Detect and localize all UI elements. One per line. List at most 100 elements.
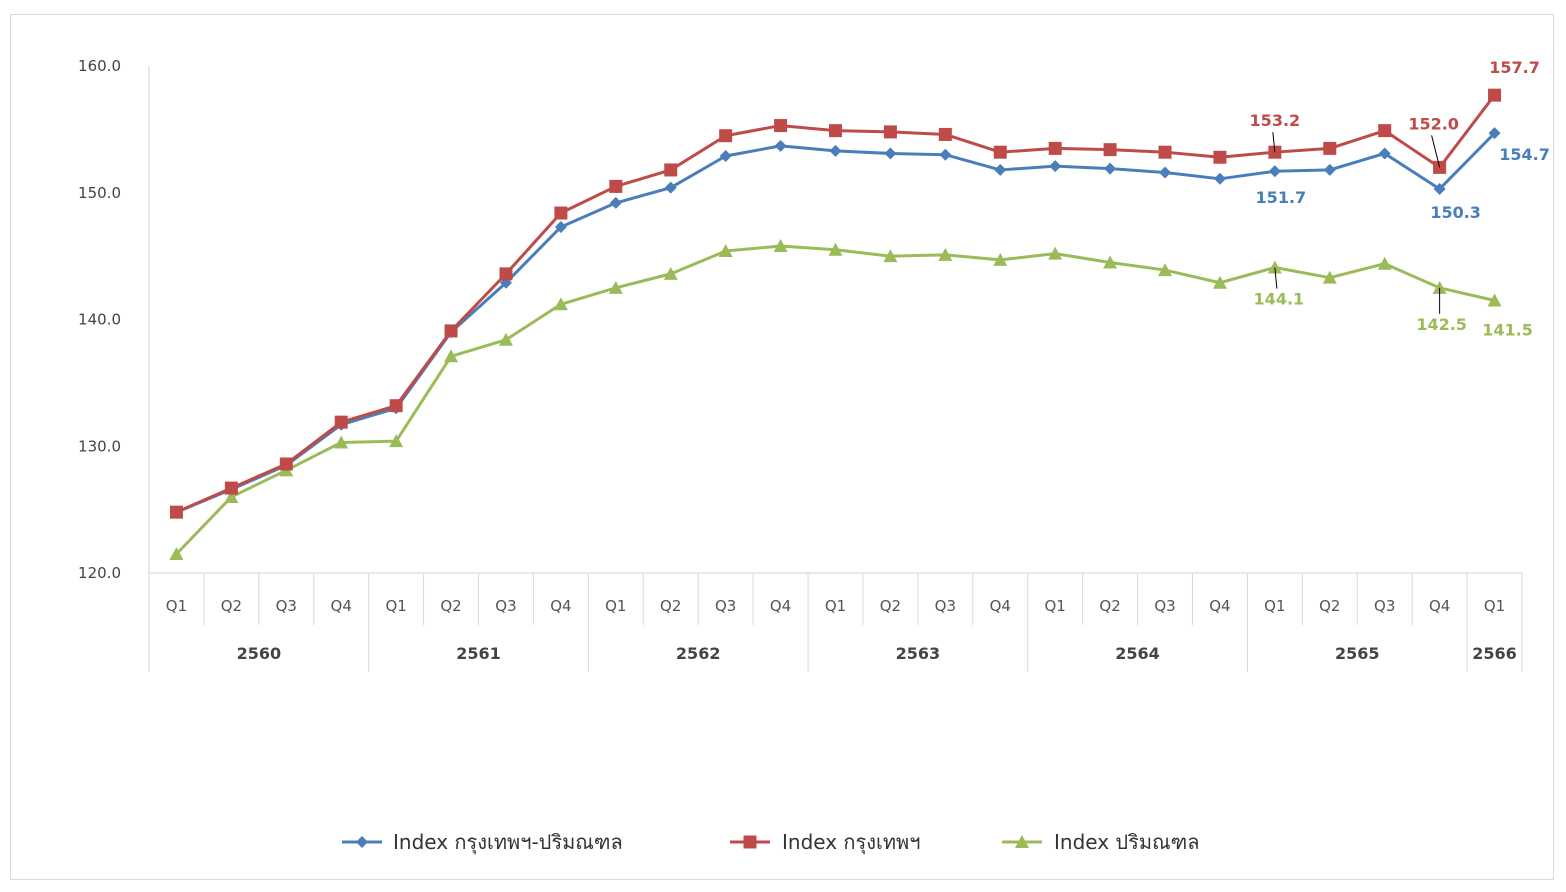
year-label: 2566 — [1472, 644, 1517, 663]
data-point-0 — [609, 196, 622, 209]
data-point-2 — [169, 546, 184, 560]
x-tick-label: Q2 — [660, 597, 681, 615]
y-tick-label: 120.0 — [78, 564, 121, 582]
data-label: 153.2 — [1250, 111, 1301, 130]
data-point-1 — [719, 129, 733, 143]
x-tick-label: Q4 — [1209, 597, 1230, 615]
x-tick-label: Q2 — [880, 597, 901, 615]
data-label: 142.5 — [1416, 315, 1467, 334]
data-point-1 — [883, 125, 897, 139]
data-point-0 — [1268, 165, 1281, 178]
x-tick-label: Q1 — [166, 597, 187, 615]
data-point-2 — [1103, 255, 1118, 269]
data-point-1 — [1488, 88, 1502, 102]
data-point-2 — [1212, 275, 1227, 289]
data-point-1 — [774, 119, 788, 133]
data-label-leader — [1431, 135, 1441, 168]
data-point-1 — [169, 505, 183, 519]
data-point-1 — [389, 399, 403, 413]
data-point-0 — [1104, 162, 1117, 175]
legend-label-2: Index ปริมณฑล — [1054, 830, 1199, 854]
data-label-leader — [1272, 132, 1276, 153]
data-point-1 — [499, 267, 513, 281]
y-tick-label: 150.0 — [78, 184, 121, 202]
x-tick-label: Q2 — [1099, 597, 1120, 615]
data-point-0 — [1159, 166, 1172, 179]
data-point-2 — [828, 242, 843, 256]
x-tick-label: Q3 — [276, 597, 297, 615]
legend-marker-0 — [356, 836, 368, 848]
data-point-0 — [1488, 127, 1501, 140]
data-label: 157.7 — [1489, 58, 1540, 77]
chart-frame — [10, 14, 1554, 880]
data-point-2 — [993, 252, 1008, 266]
data-point-0 — [994, 163, 1007, 176]
data-point-0 — [1433, 182, 1446, 195]
data-point-2 — [773, 238, 788, 252]
data-point-1 — [829, 124, 842, 138]
x-tick-label: Q2 — [440, 597, 461, 615]
data-point-0 — [884, 147, 897, 160]
x-tick-label: Q1 — [1484, 597, 1505, 615]
data-point-1 — [993, 145, 1007, 159]
data-point-0 — [939, 148, 952, 161]
y-tick-label: 140.0 — [78, 311, 121, 329]
data-point-1 — [1158, 145, 1172, 159]
data-point-1 — [1048, 141, 1062, 155]
data-point-0 — [1213, 172, 1226, 185]
data-point-1 — [609, 179, 623, 193]
data-label: 141.5 — [1482, 320, 1533, 339]
x-tick-label: Q4 — [1429, 597, 1450, 615]
x-tick-label: Q3 — [495, 597, 516, 615]
data-point-1 — [334, 415, 348, 429]
x-tick-label: Q1 — [825, 597, 846, 615]
data-point-0 — [774, 139, 787, 152]
data-point-0 — [554, 220, 567, 233]
data-point-2 — [1048, 246, 1063, 260]
legend-marker-2 — [1015, 835, 1029, 848]
data-point-0 — [1323, 163, 1336, 176]
legend-label-1: Index กรุงเทพฯ — [782, 830, 920, 855]
data-point-2 — [1322, 270, 1337, 284]
data-point-2 — [1158, 263, 1173, 277]
data-point-1 — [444, 324, 458, 338]
data-point-2 — [883, 249, 898, 263]
year-label: 2563 — [896, 644, 941, 663]
x-tick-label: Q3 — [715, 597, 736, 615]
data-point-1 — [1323, 141, 1337, 155]
y-tick-label: 160.0 — [78, 57, 121, 75]
data-point-2 — [334, 435, 349, 449]
data-label: 151.7 — [1256, 188, 1307, 207]
x-tick-label: Q4 — [770, 597, 791, 615]
data-point-0 — [1049, 160, 1062, 173]
data-point-2 — [553, 297, 568, 311]
data-point-2 — [444, 349, 459, 363]
x-tick-label: Q4 — [550, 597, 571, 615]
data-point-2 — [498, 332, 513, 346]
legend-label-0: Index กรุงเทพฯ-ปริมณฑล — [393, 830, 623, 855]
data-point-1 — [1378, 124, 1392, 138]
data-point-2 — [1487, 293, 1502, 307]
x-tick-label: Q4 — [990, 597, 1011, 615]
year-label: 2564 — [1115, 644, 1160, 663]
data-point-1 — [224, 481, 238, 495]
x-tick-label: Q3 — [1374, 597, 1395, 615]
data-point-2 — [389, 434, 404, 448]
data-point-2 — [1432, 280, 1447, 294]
data-point-2 — [938, 247, 953, 261]
data-point-2 — [663, 266, 678, 280]
x-tick-label: Q4 — [331, 597, 352, 615]
data-label: 144.1 — [1254, 290, 1305, 309]
data-point-2 — [1377, 256, 1392, 270]
data-point-2 — [224, 489, 239, 503]
data-point-1 — [664, 163, 678, 177]
x-tick-label: Q2 — [221, 597, 242, 615]
year-label: 2560 — [237, 644, 282, 663]
data-label: 150.3 — [1430, 203, 1481, 222]
data-point-2 — [718, 244, 733, 258]
data-point-1 — [1103, 143, 1117, 157]
data-point-2 — [608, 280, 623, 294]
data-point-1 — [279, 457, 293, 471]
year-label: 2565 — [1335, 644, 1380, 663]
